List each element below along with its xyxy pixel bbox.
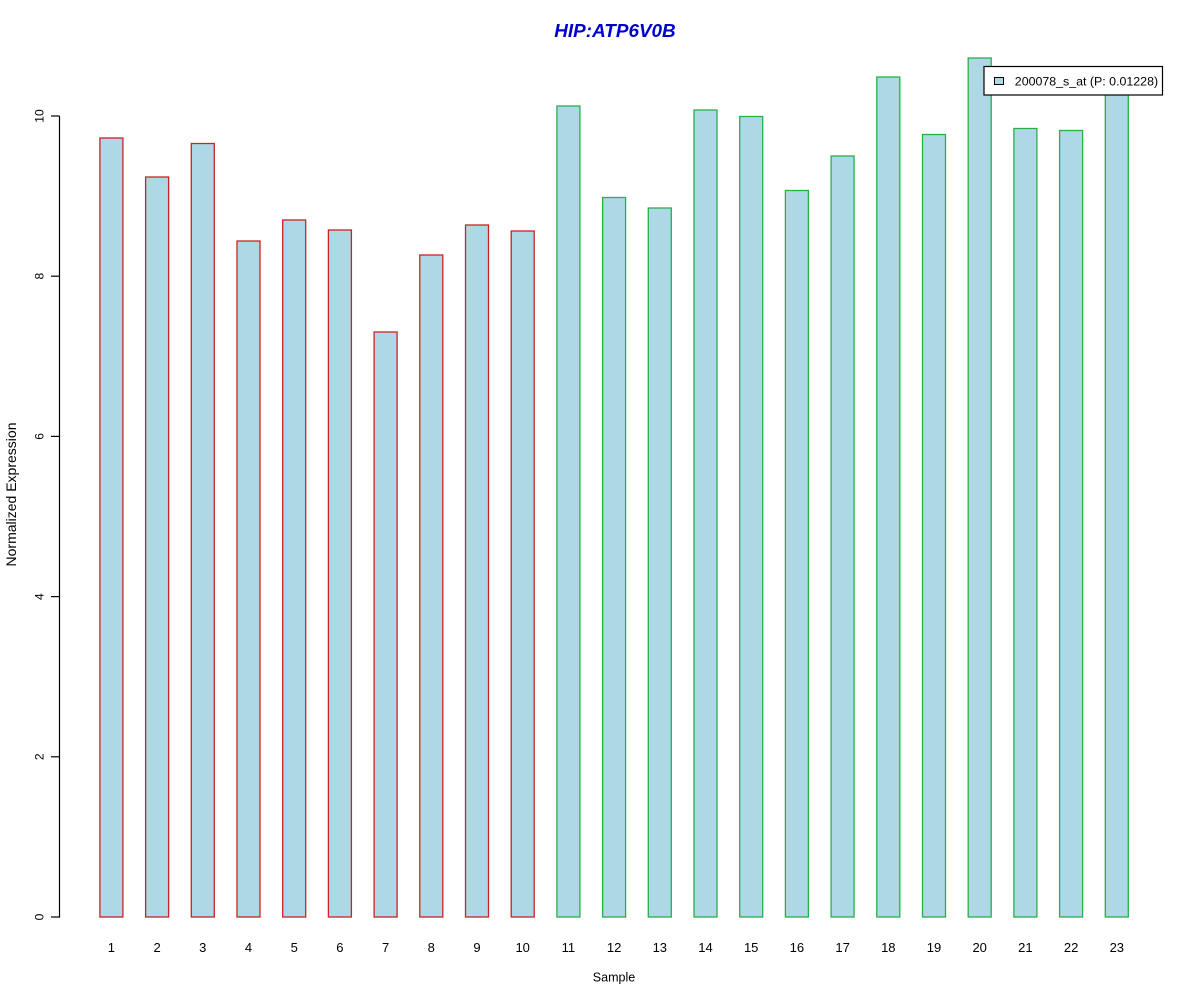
svg-text:16: 16 — [790, 940, 804, 955]
svg-text:5: 5 — [291, 940, 298, 955]
svg-text:23: 23 — [1110, 940, 1124, 955]
svg-text:4: 4 — [33, 593, 47, 600]
svg-text:19: 19 — [927, 940, 941, 955]
svg-text:8: 8 — [428, 940, 435, 955]
svg-text:1: 1 — [108, 940, 115, 955]
svg-text:18: 18 — [881, 940, 895, 955]
svg-text:17: 17 — [835, 940, 849, 955]
svg-text:11: 11 — [562, 940, 576, 955]
svg-text:6: 6 — [33, 433, 47, 440]
svg-text:12: 12 — [607, 940, 621, 955]
svg-text:15: 15 — [744, 940, 758, 955]
svg-text:9: 9 — [473, 940, 480, 955]
svg-text:4: 4 — [245, 940, 252, 955]
svg-text:Sample: Sample — [593, 971, 635, 985]
svg-text:10: 10 — [515, 940, 529, 955]
svg-text:2: 2 — [33, 753, 47, 760]
svg-text:3: 3 — [199, 940, 206, 955]
svg-text:10: 10 — [33, 109, 47, 123]
svg-text:14: 14 — [698, 940, 712, 955]
svg-text:20: 20 — [972, 940, 986, 955]
svg-text:0: 0 — [33, 913, 47, 920]
svg-text:7: 7 — [382, 940, 389, 955]
svg-text:Normalized Expression: Normalized Expression — [3, 423, 19, 567]
svg-text:8: 8 — [33, 273, 47, 280]
svg-text:6: 6 — [336, 940, 343, 955]
svg-text:13: 13 — [653, 940, 667, 955]
svg-text:22: 22 — [1064, 940, 1078, 955]
svg-text:2: 2 — [153, 940, 160, 955]
svg-text:200078_s_at (P: 0.01228): 200078_s_at (P: 0.01228) — [1015, 75, 1158, 89]
svg-text:HIP:ATP6V0B: HIP:ATP6V0B — [554, 21, 675, 42]
svg-text:21: 21 — [1018, 940, 1032, 955]
